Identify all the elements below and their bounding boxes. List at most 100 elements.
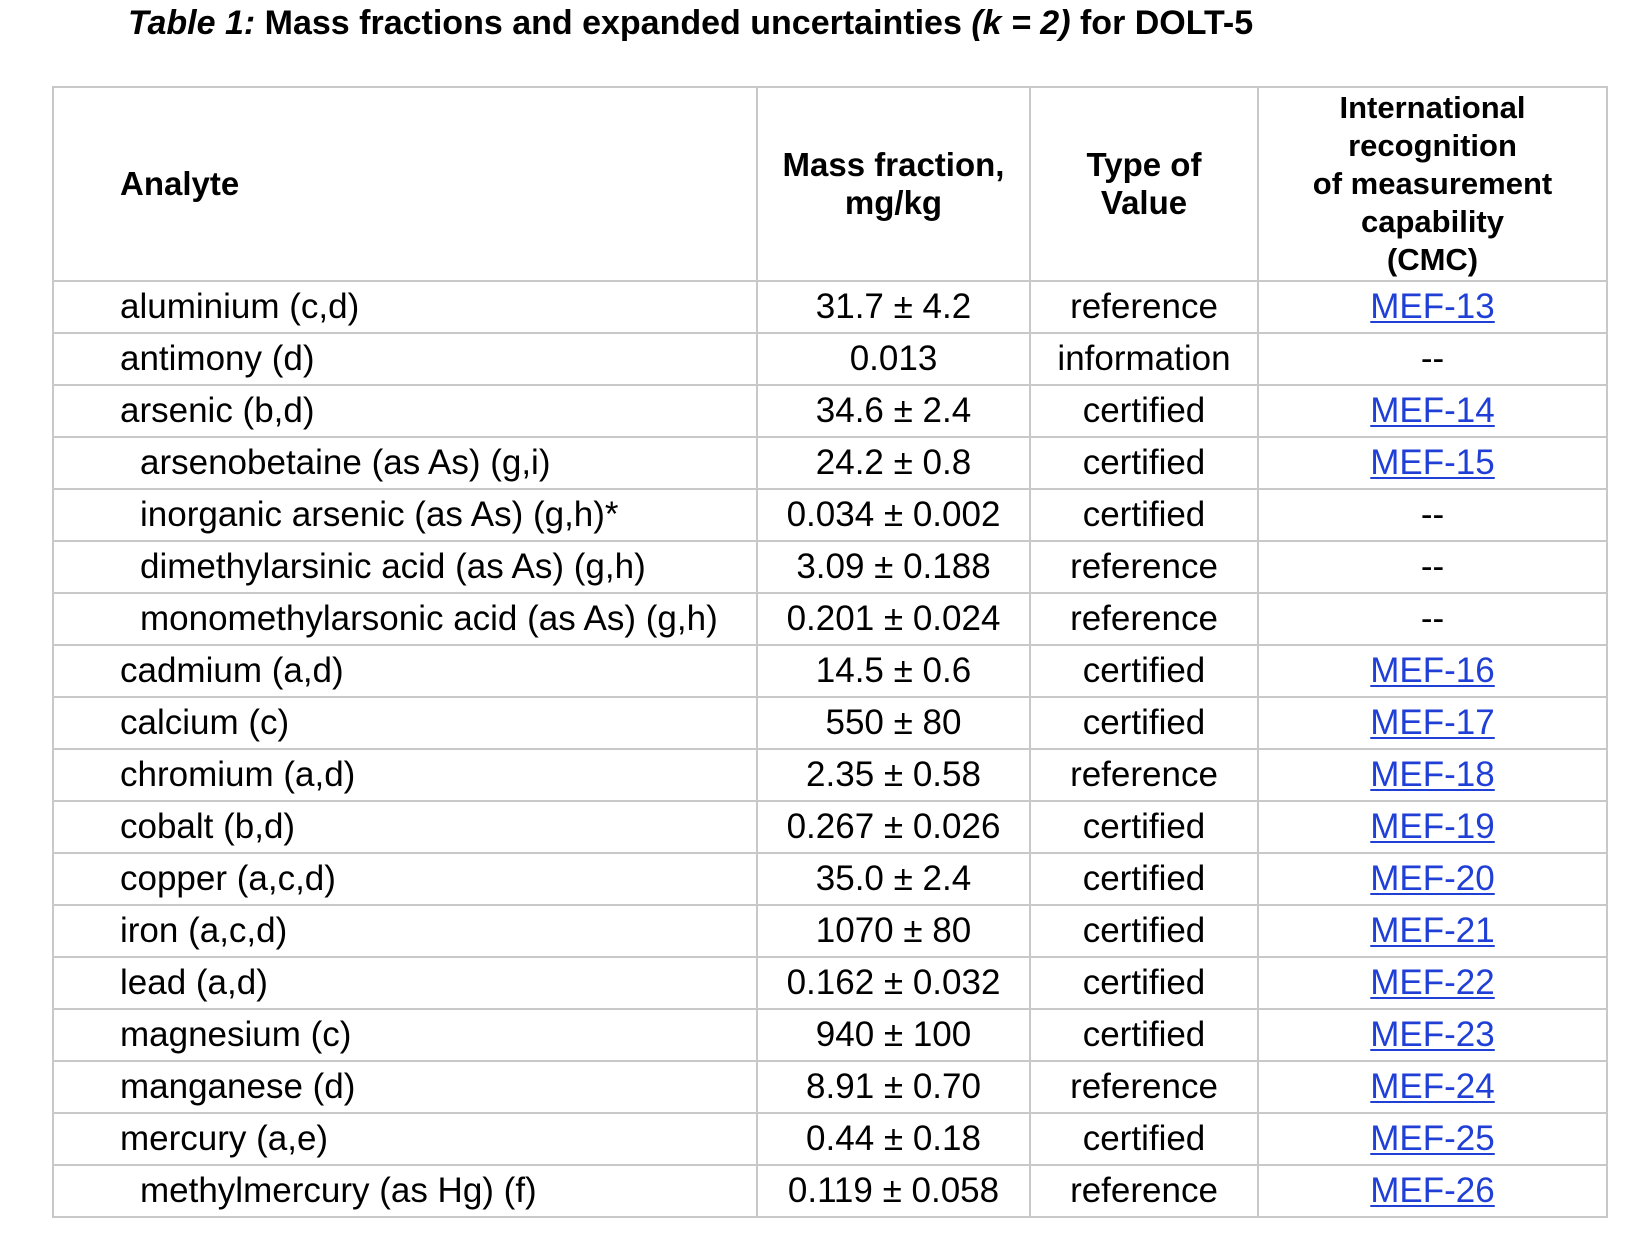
- mass-fraction-cell: 0.267 ± 0.026: [756, 800, 1031, 854]
- table-caption: Table 1: Mass fractions and expanded unc…: [128, 4, 1253, 43]
- type-of-value-cell: certified: [1029, 436, 1259, 490]
- table-body: aluminium (c,d) 31.7 ± 4.2 reference MEF-13…: [52, 280, 1608, 1218]
- type-of-value-cell: certified: [1029, 644, 1259, 698]
- cmc-link[interactable]: MEF-13: [1370, 287, 1495, 326]
- type-of-value-cell: reference: [1029, 748, 1259, 802]
- header-mass-fraction-line1: Mass fraction,: [782, 146, 1005, 183]
- cmc-link[interactable]: MEF-22: [1370, 963, 1495, 1002]
- analyte-cell: arsenic (b,d): [52, 384, 758, 438]
- mass-fraction-cell: 3.09 ± 0.188: [756, 540, 1031, 594]
- cmc-cell: MEF-26: [1257, 1164, 1608, 1218]
- cmc-cell: MEF-22: [1257, 956, 1608, 1010]
- cmc-link[interactable]: MEF-25: [1370, 1119, 1495, 1158]
- analyte-cell: antimony (d): [52, 332, 758, 386]
- analyte-cell: copper (a,c,d): [52, 852, 758, 906]
- cmc-link[interactable]: MEF-19: [1370, 807, 1495, 846]
- header-type-line1: Type of: [1086, 146, 1202, 183]
- header-cmc-line5: (CMC): [1386, 242, 1479, 277]
- cmc-cell: MEF-25: [1257, 1112, 1608, 1166]
- mass-fraction-cell: 0.44 ± 0.18: [756, 1112, 1031, 1166]
- header-mass-fraction: Mass fraction, mg/kg: [756, 86, 1031, 282]
- table-row: monomethylarsonic acid (as As) (g,h) 0.20…: [52, 592, 1608, 646]
- cmc-link[interactable]: MEF-26: [1370, 1171, 1495, 1210]
- type-of-value-cell: certified: [1029, 1008, 1259, 1062]
- mass-fraction-cell: 1070 ± 80: [756, 904, 1031, 958]
- mass-fractions-table: Analyte Mass fraction, mg/kg Type of Value…: [52, 86, 1608, 1218]
- mass-fraction-cell: 0.162 ± 0.032: [756, 956, 1031, 1010]
- header-row: Analyte Mass fraction, mg/kg Type of Value…: [52, 86, 1608, 282]
- header-analyte-label: Analyte: [120, 165, 240, 202]
- analyte-cell: cadmium (a,d): [52, 644, 758, 698]
- cmc-link[interactable]: MEF-24: [1370, 1067, 1495, 1106]
- analyte-cell: aluminium (c,d): [52, 280, 758, 334]
- cmc-cell: --: [1257, 332, 1608, 386]
- table-row: aluminium (c,d) 31.7 ± 4.2 reference MEF-13: [52, 280, 1608, 334]
- analyte-cell: magnesium (c): [52, 1008, 758, 1062]
- cmc-cell: MEF-18: [1257, 748, 1608, 802]
- analyte-cell: lead (a,d): [52, 956, 758, 1010]
- cmc-link[interactable]: MEF-17: [1370, 703, 1495, 742]
- header-analyte: Analyte: [52, 86, 758, 282]
- cmc-cell: MEF-13: [1257, 280, 1608, 334]
- cmc-link[interactable]: MEF-23: [1370, 1015, 1495, 1054]
- analyte-cell: cobalt (b,d): [52, 800, 758, 854]
- type-of-value-cell: certified: [1029, 696, 1259, 750]
- cmc-link[interactable]: MEF-18: [1370, 755, 1495, 794]
- header-cmc-line1: International: [1339, 90, 1526, 125]
- mass-fraction-cell: 24.2 ± 0.8: [756, 436, 1031, 490]
- cmc-cell: --: [1257, 488, 1608, 542]
- header-cmc-line4: capability: [1361, 204, 1504, 239]
- table-row: methylmercury (as Hg) (f) 0.119 ± 0.058 re…: [52, 1164, 1608, 1218]
- cmc-none-text: --: [1420, 599, 1445, 638]
- header-cmc-line3: of measurement: [1312, 166, 1553, 201]
- table-row: antimony (d) 0.013 information --: [52, 332, 1608, 386]
- type-of-value-cell: certified: [1029, 384, 1259, 438]
- caption-text-after: for DOLT-5: [1070, 4, 1254, 42]
- mass-fraction-cell: 0.034 ± 0.002: [756, 488, 1031, 542]
- cmc-link[interactable]: MEF-16: [1370, 651, 1495, 690]
- analyte-cell: dimethylarsinic acid (as As) (g,h): [52, 540, 758, 594]
- table-row: cobalt (b,d) 0.267 ± 0.026 certified MEF-19: [52, 800, 1608, 854]
- cmc-cell: --: [1257, 540, 1608, 594]
- cmc-link[interactable]: MEF-14: [1370, 391, 1495, 430]
- mass-fraction-cell: 35.0 ± 2.4: [756, 852, 1031, 906]
- cmc-none-text: --: [1420, 547, 1445, 586]
- analyte-cell: inorganic arsenic (as As) (g,h)*: [52, 488, 758, 542]
- mass-fraction-cell: 0.013: [756, 332, 1031, 386]
- analyte-cell: calcium (c): [52, 696, 758, 750]
- type-of-value-cell: reference: [1029, 592, 1259, 646]
- cmc-cell: --: [1257, 592, 1608, 646]
- cmc-link[interactable]: MEF-21: [1370, 911, 1495, 950]
- cmc-link[interactable]: MEF-20: [1370, 859, 1495, 898]
- table-row: manganese (d) 8.91 ± 0.70 reference MEF-24: [52, 1060, 1608, 1114]
- mass-fraction-cell: 14.5 ± 0.6: [756, 644, 1031, 698]
- analyte-cell: mercury (a,e): [52, 1112, 758, 1166]
- table-row: calcium (c) 550 ± 80 certified MEF-17: [52, 696, 1608, 750]
- cmc-cell: MEF-21: [1257, 904, 1608, 958]
- mass-fraction-cell: 0.119 ± 0.058: [756, 1164, 1031, 1218]
- header-cmc: International recognition of measurement ca…: [1257, 86, 1608, 282]
- analyte-cell: methylmercury (as Hg) (f): [52, 1164, 758, 1218]
- mass-fraction-cell: 550 ± 80: [756, 696, 1031, 750]
- type-of-value-cell: certified: [1029, 800, 1259, 854]
- analyte-cell: manganese (d): [52, 1060, 758, 1114]
- mass-fraction-cell: 34.6 ± 2.4: [756, 384, 1031, 438]
- analyte-cell: chromium (a,d): [52, 748, 758, 802]
- type-of-value-cell: certified: [1029, 1112, 1259, 1166]
- analyte-cell: iron (a,c,d): [52, 904, 758, 958]
- cmc-cell: MEF-14: [1257, 384, 1608, 438]
- cmc-cell: MEF-23: [1257, 1008, 1608, 1062]
- table-row: mercury (a,e) 0.44 ± 0.18 certified MEF-25: [52, 1112, 1608, 1166]
- caption-k-value: (k = 2): [971, 4, 1071, 42]
- type-of-value-cell: reference: [1029, 1060, 1259, 1114]
- table-row: inorganic arsenic (as As) (g,h)* 0.034 ± …: [52, 488, 1608, 542]
- table-row: magnesium (c) 940 ± 100 certified MEF-23: [52, 1008, 1608, 1062]
- type-of-value-cell: certified: [1029, 956, 1259, 1010]
- table-row: copper (a,c,d) 35.0 ± 2.4 certified MEF-20: [52, 852, 1608, 906]
- cmc-link[interactable]: MEF-15: [1370, 443, 1495, 482]
- header-type-of-value: Type of Value: [1029, 86, 1259, 282]
- header-cmc-line2: recognition: [1348, 128, 1517, 163]
- header-mass-fraction-line2: mg/kg: [844, 184, 943, 221]
- type-of-value-cell: certified: [1029, 852, 1259, 906]
- table-row: cadmium (a,d) 14.5 ± 0.6 certified MEF-16: [52, 644, 1608, 698]
